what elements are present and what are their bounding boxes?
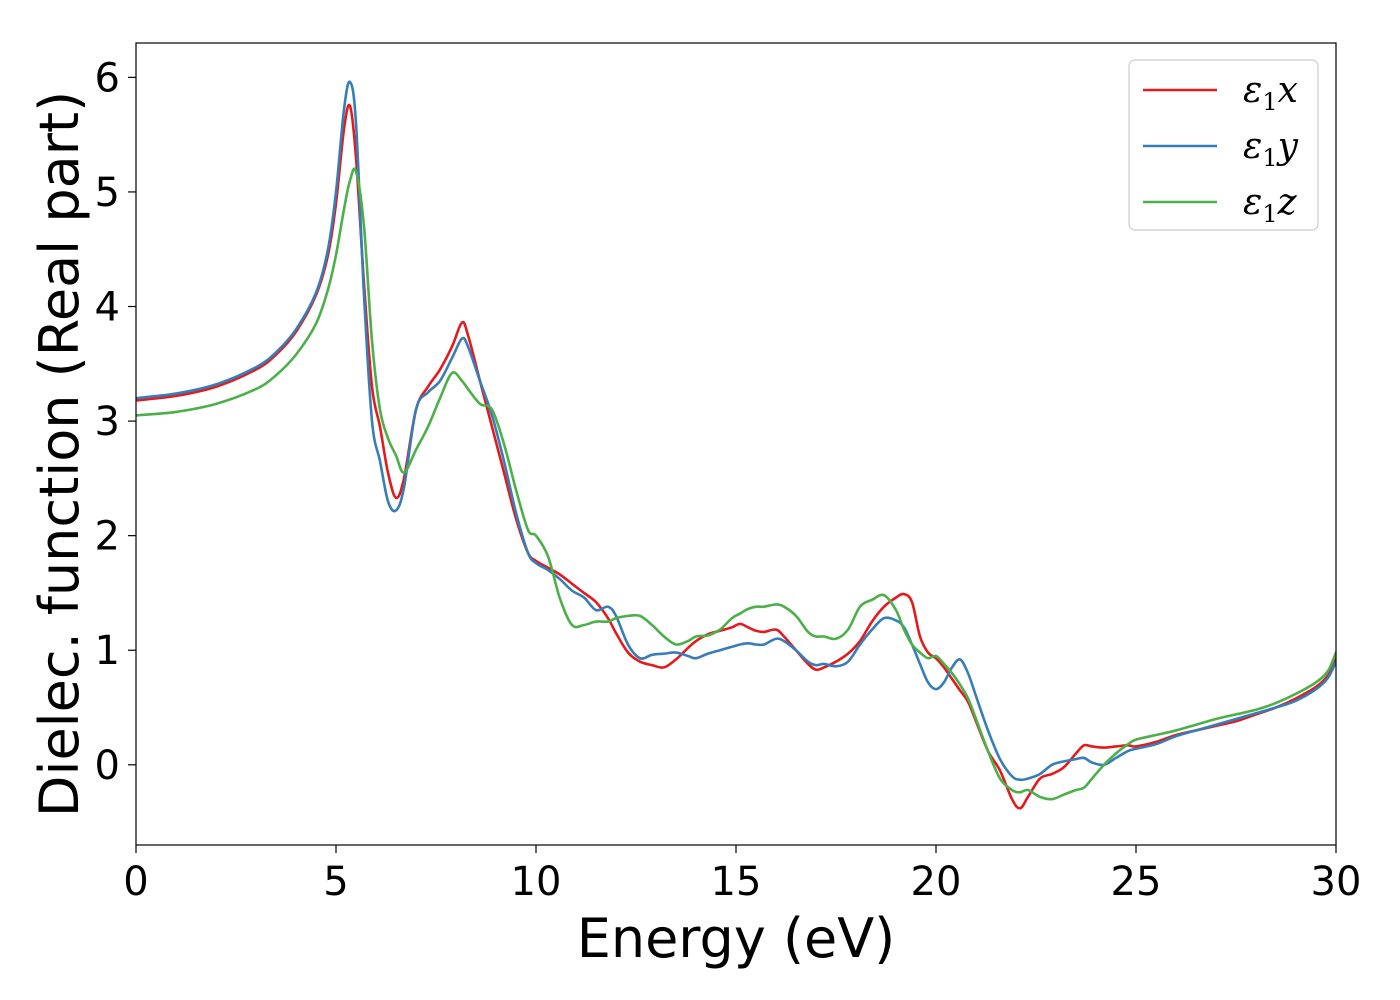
y-tick-label: 1: [95, 628, 120, 674]
x-tick-label: 30: [1311, 859, 1362, 905]
legend-box: [1128, 59, 1319, 231]
x-axis: 0 5 10 15 20 25 30: [123, 845, 1361, 905]
series-layer: [136, 80, 1336, 810]
x-tick-label: 15: [711, 859, 762, 905]
y-tick-label: 3: [95, 399, 120, 445]
y-tick-label: 0: [95, 743, 120, 789]
legend: ε1x ε1y ε1z: [1128, 59, 1319, 231]
legend-label-x: ε1x: [1243, 70, 1298, 116]
y-axis: 0 1 2 3 4 5 6: [95, 55, 136, 789]
series-line-y: [136, 80, 1336, 782]
series-line-z: [136, 167, 1336, 801]
legend-label-y: ε1y: [1243, 126, 1299, 172]
x-tick-label: 20: [911, 859, 962, 905]
x-tick-label: 10: [511, 859, 562, 905]
y-tick-label: 4: [95, 285, 120, 331]
y-tick-label: 2: [95, 514, 120, 560]
y-tick-label: 6: [95, 55, 120, 101]
series-line-x: [136, 103, 1336, 810]
x-axis-title: Energy (eV): [577, 907, 896, 970]
y-axis-title: Dielec. function (Real part): [28, 91, 91, 817]
legend-label-z: ε1z: [1243, 182, 1298, 228]
x-tick-label: 25: [1111, 859, 1162, 905]
x-tick-label: 0: [123, 859, 148, 905]
y-tick-label: 5: [95, 170, 120, 216]
x-tick-label: 5: [323, 859, 348, 905]
